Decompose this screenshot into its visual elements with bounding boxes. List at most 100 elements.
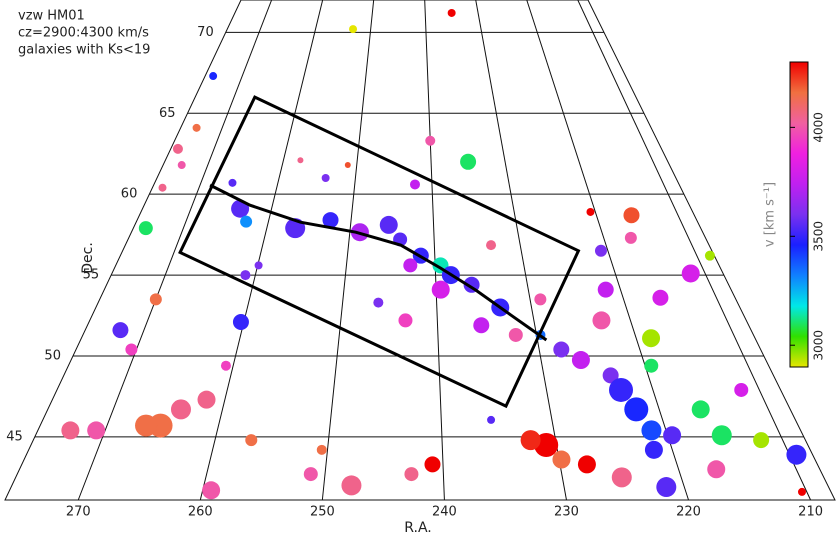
galaxy-point <box>240 270 251 281</box>
galaxy-point <box>379 215 398 234</box>
x-tick-label: 210 <box>798 505 823 520</box>
galaxy-point <box>112 322 129 339</box>
galaxy-point <box>734 382 749 397</box>
galaxy-point <box>644 440 663 459</box>
colorbar-label: v [km s⁻¹] <box>763 182 778 247</box>
grid-line <box>199 0 324 501</box>
galaxy-point <box>341 475 362 496</box>
selection-box <box>178 95 581 409</box>
annotation: cz=2900:4300 km/s <box>18 26 149 41</box>
galaxy-point <box>409 179 420 190</box>
colorbar-tick-label: 3000 <box>812 330 826 361</box>
galaxy-point <box>602 367 619 384</box>
colorbar-tick-label: 3500 <box>812 221 826 252</box>
galaxy-point <box>138 221 153 236</box>
galaxy-point <box>711 425 732 446</box>
galaxy-point <box>197 390 216 409</box>
galaxy-point <box>135 414 158 437</box>
galaxy-point <box>149 293 162 306</box>
galaxy-point <box>786 444 807 465</box>
galaxy-point <box>373 297 384 308</box>
galaxy-point <box>209 72 218 81</box>
colorbar-tick-label: 4000 <box>812 112 826 143</box>
galaxy-point <box>534 293 547 306</box>
galaxy-point <box>192 123 201 132</box>
x-tick-label: 240 <box>432 505 457 520</box>
galaxy-point <box>594 244 607 257</box>
galaxy-point <box>404 467 419 482</box>
galaxy-point <box>520 430 541 451</box>
grid-line <box>321 0 375 501</box>
galaxy-point <box>641 420 662 441</box>
annotation: galaxies with Ks<19 <box>18 43 150 58</box>
galaxy-point <box>158 183 167 192</box>
galaxy-point <box>553 341 570 358</box>
x-tick-label: 260 <box>188 505 213 520</box>
galaxy-point <box>316 444 327 455</box>
galaxy-point <box>231 199 250 218</box>
galaxy-point <box>424 456 441 473</box>
y-tick-label: 45 <box>6 429 23 444</box>
galaxy-point <box>624 231 637 244</box>
grid-line <box>475 0 567 501</box>
grid: 45 50 55 60 65 70 270 260 250 240 230 220 210 <box>4 0 836 520</box>
galaxy-point <box>704 250 715 261</box>
x-tick-label: 220 <box>676 505 701 520</box>
annotation: vzw HM01 <box>18 9 85 24</box>
galaxy-point <box>220 360 231 371</box>
galaxy-point <box>663 426 682 445</box>
galaxy-point <box>623 207 640 224</box>
galaxy-point <box>303 467 318 482</box>
galaxy-point <box>552 450 571 469</box>
galaxy-point <box>202 481 221 500</box>
y-tick-label: 70 <box>197 25 214 40</box>
galaxy-point <box>232 314 249 331</box>
galaxy-point <box>425 135 436 146</box>
galaxy-point <box>403 258 418 273</box>
y-axis-label: Dec. <box>80 242 96 274</box>
galaxy-point <box>240 215 253 228</box>
galaxy-point <box>797 487 806 496</box>
galaxy-point <box>473 317 490 334</box>
galaxy-point <box>487 415 496 424</box>
galaxy-point <box>321 173 330 182</box>
galaxy-point <box>398 313 413 328</box>
galaxy-point <box>177 161 186 170</box>
y-tick-label: 65 <box>159 106 176 121</box>
galaxy-point <box>609 377 634 402</box>
galaxy-point <box>597 281 614 298</box>
galaxy-point <box>644 358 659 373</box>
x-tick-label: 250 <box>310 505 335 520</box>
galaxy-point <box>344 162 351 169</box>
galaxy-point <box>254 261 263 270</box>
grid-line <box>424 0 445 501</box>
galaxy-point <box>652 289 669 306</box>
galaxy-point <box>571 351 590 370</box>
galaxy-point <box>322 212 339 229</box>
galaxy-point <box>642 329 661 348</box>
galaxy-point <box>61 421 80 440</box>
x-axis-label: R.A. <box>404 520 431 536</box>
y-tick-label: 50 <box>44 348 61 363</box>
galaxy-point <box>431 280 450 299</box>
grid-line <box>77 0 273 501</box>
galaxy-point <box>349 25 358 34</box>
colorbar <box>789 61 809 368</box>
points <box>61 8 807 500</box>
galaxy-point <box>447 8 456 17</box>
galaxy-point <box>486 240 497 251</box>
galaxy-point <box>656 477 677 498</box>
x-tick-label: 230 <box>554 505 579 520</box>
grid-line <box>577 0 812 501</box>
grid-line <box>526 0 690 501</box>
galaxy-point <box>87 421 106 440</box>
galaxy-point <box>691 400 710 419</box>
galaxy-point <box>125 343 138 356</box>
galaxy-point <box>297 157 304 164</box>
galaxy-point <box>170 399 191 420</box>
galaxy-point <box>460 153 477 170</box>
galaxy-point <box>624 397 649 422</box>
galaxy-point <box>707 460 726 479</box>
galaxy-point <box>577 455 596 474</box>
